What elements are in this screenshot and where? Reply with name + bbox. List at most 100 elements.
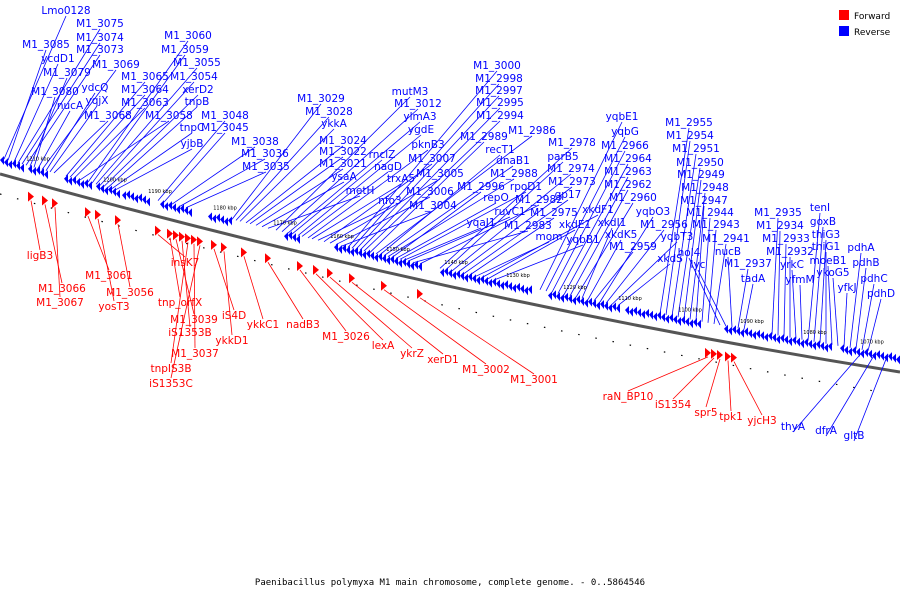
- legend-forward-swatch: [839, 10, 849, 20]
- reverse-gene-arrow: [398, 258, 402, 268]
- forward-gene-label: insK7: [171, 257, 200, 269]
- reverse-gene-arrow: [76, 177, 80, 187]
- forward-gene-label: lexA: [372, 340, 395, 352]
- kbp-tick-label: 1200 kbp: [103, 177, 127, 183]
- reverse-gene-label: M1_2933: [762, 233, 810, 245]
- reverse-gene-arrow: [848, 347, 852, 357]
- reverse-gene-arrow: [653, 312, 657, 322]
- reverse-gene-arrow: [552, 290, 556, 300]
- reverse-leader-line: [545, 136, 626, 292]
- kbp-tick-label: 1150 kbp: [386, 247, 410, 253]
- reverse-gene-label: M1_2988: [490, 168, 538, 180]
- reverse-gene-label: M1_3029: [297, 93, 345, 105]
- reverse-gene-label: tnpC: [180, 122, 205, 134]
- reverse-gene-arrow: [516, 282, 520, 292]
- reverse-gene-label: recT1: [485, 144, 514, 156]
- reverse-gene-arrow: [28, 164, 32, 174]
- forward-leader-line: [627, 356, 709, 392]
- reverse-gene-arrow: [492, 277, 496, 287]
- reverse-gene-label: M1_2932: [766, 246, 814, 258]
- reverse-gene-arrow: [828, 342, 832, 352]
- forward-gene-arrow: [221, 242, 227, 253]
- reverse-leader-line: [99, 81, 195, 186]
- reverse-gene-arrow: [488, 278, 492, 288]
- reverse-gene-arrow: [816, 340, 820, 350]
- reverse-leader-line: [799, 284, 803, 340]
- reverse-gene-arrow: [188, 208, 192, 218]
- reverse-gene-arrow: [390, 255, 394, 265]
- reverse-leader-line: [701, 217, 711, 322]
- reverse-leader-line: [391, 191, 482, 258]
- reverse-gene-arrow: [768, 331, 772, 341]
- reverse-gene-arrow: [840, 344, 844, 354]
- reverse-leader-line: [379, 154, 501, 256]
- reverse-gene-label: thiG1: [812, 241, 841, 253]
- forward-gene-arrow: [349, 273, 355, 284]
- forward-features: [28, 191, 737, 363]
- reverse-gene-label: M1_3007: [408, 153, 456, 165]
- legend-reverse-label: Reverse: [854, 28, 891, 38]
- forward-gene-label: M1_3067: [36, 297, 84, 309]
- reverse-gene-label: M1_2955: [665, 117, 713, 129]
- reverse-gene-arrow: [80, 179, 84, 189]
- reverse-gene-arrow: [592, 299, 596, 309]
- reverse-gene-label: yrkC: [780, 259, 804, 271]
- map-caption: Paenibacillus polymyxa M1 main chromosom…: [254, 578, 646, 588]
- reverse-gene-label: M1_3038: [231, 136, 279, 148]
- reverse-gene-label: mom: [536, 231, 563, 243]
- reverse-gene-arrow: [452, 270, 456, 280]
- reverse-gene-label: thyA: [781, 421, 806, 433]
- reverse-gene-arrow: [414, 260, 418, 270]
- reverse-gene-label: pknB3: [411, 139, 444, 151]
- reverse-gene-arrow: [338, 245, 342, 255]
- forward-gene-arrow: [185, 233, 191, 244]
- reverse-gene-label: pdhC: [860, 273, 887, 285]
- reverse-gene-arrow: [32, 166, 36, 176]
- reverse-gene-arrow: [740, 328, 744, 338]
- reverse-gene-arrow: [812, 341, 816, 351]
- reverse-gene-arrow: [728, 326, 732, 336]
- reverse-leader-line: [287, 121, 421, 234]
- reverse-gene-label: M1_2962: [604, 179, 652, 191]
- reverse-gene-arrow: [760, 331, 764, 341]
- reverse-leader-line: [17, 28, 101, 164]
- reverse-leader-line: [157, 120, 226, 201]
- reverse-gene-label: ykoG5: [816, 267, 849, 279]
- kbp-tick-label: 1090 kbp: [740, 319, 764, 325]
- forward-gene-label: tpk1: [719, 411, 743, 423]
- reverse-gene-label: M1_3005: [416, 168, 464, 180]
- reverse-gene-arrow: [892, 353, 896, 363]
- reverse-gene-arrow: [820, 341, 824, 351]
- reverse-gene-label: M1_2937: [724, 258, 772, 270]
- reverse-gene-label: M1_2963: [604, 166, 652, 178]
- reverse-gene-arrow: [868, 349, 872, 359]
- reverse-gene-arrow: [460, 271, 464, 281]
- reverse-gene-label: M1_2950: [676, 157, 724, 169]
- reverse-gene-arrow: [180, 204, 184, 214]
- reverse-gene-arrow: [0, 156, 4, 165]
- reverse-gene-arrow: [448, 269, 452, 279]
- reverse-gene-arrow: [788, 337, 792, 347]
- forward-gene-label: raN_BP10: [603, 391, 654, 403]
- legend-reverse-swatch: [839, 26, 849, 36]
- reverse-gene-arrow: [342, 243, 346, 253]
- forward-gene-arrow: [211, 239, 217, 250]
- reverse-leader-line: [688, 257, 721, 326]
- kbp-tick-label: 1180 kbp: [213, 206, 237, 212]
- reverse-gene-label: gp17: [555, 189, 582, 201]
- forward-leader-line: [705, 358, 721, 408]
- reverse-leader-line: [493, 244, 584, 281]
- forward-gene-label: iS1354: [655, 399, 692, 411]
- reverse-leader-line: [115, 148, 193, 190]
- reverse-gene-label: dfrA: [815, 425, 838, 437]
- forward-leader-line: [87, 215, 110, 271]
- reverse-leader-line: [737, 268, 749, 329]
- reverse-gene-arrow: [588, 297, 592, 307]
- reverse-gene-arrow: [524, 286, 528, 296]
- kbp-tick-label: 1210 kbp: [26, 157, 50, 163]
- forward-gene-label: iS4D: [222, 310, 246, 322]
- reverse-gene-arrow: [104, 186, 108, 196]
- reverse-gene-label: nucA: [57, 100, 84, 112]
- reverse-leader-line: [487, 229, 576, 280]
- reverse-leader-line: [727, 256, 733, 328]
